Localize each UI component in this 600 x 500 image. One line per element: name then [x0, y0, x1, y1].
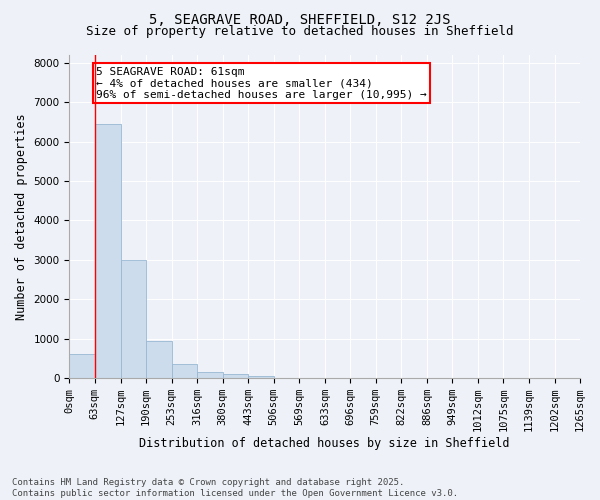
X-axis label: Distribution of detached houses by size in Sheffield: Distribution of detached houses by size …	[139, 437, 510, 450]
Bar	[121, 260, 146, 378]
Bar	[223, 374, 248, 378]
Bar	[95, 124, 121, 378]
Y-axis label: Number of detached properties: Number of detached properties	[15, 113, 28, 320]
Bar	[70, 354, 95, 378]
Text: 5, SEAGRAVE ROAD, SHEFFIELD, S12 2JS: 5, SEAGRAVE ROAD, SHEFFIELD, S12 2JS	[149, 12, 451, 26]
Bar	[248, 376, 274, 378]
Text: 5 SEAGRAVE ROAD: 61sqm
← 4% of detached houses are smaller (434)
96% of semi-det: 5 SEAGRAVE ROAD: 61sqm ← 4% of detached …	[96, 67, 427, 100]
Bar	[172, 364, 197, 378]
Bar	[197, 372, 223, 378]
Bar	[146, 340, 172, 378]
Text: Contains HM Land Registry data © Crown copyright and database right 2025.
Contai: Contains HM Land Registry data © Crown c…	[12, 478, 458, 498]
Text: Size of property relative to detached houses in Sheffield: Size of property relative to detached ho…	[86, 25, 514, 38]
